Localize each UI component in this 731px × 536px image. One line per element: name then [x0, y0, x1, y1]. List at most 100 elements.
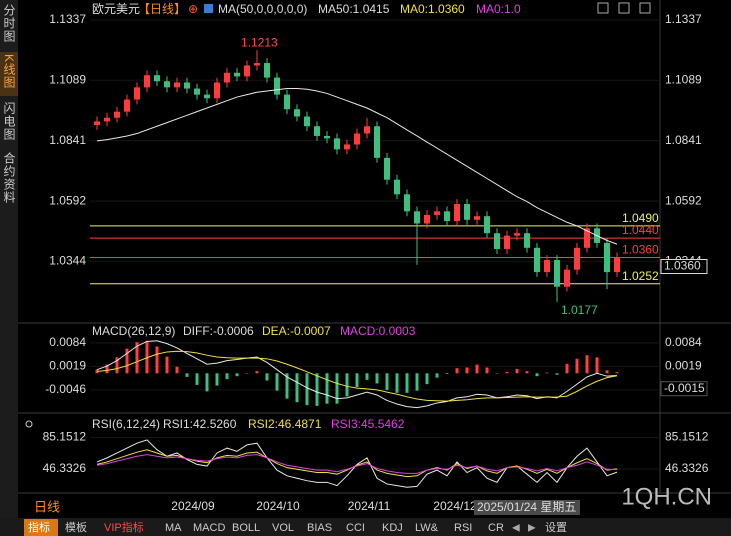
macd-bar	[335, 373, 339, 404]
period[interactable]: 【日线】	[138, 2, 186, 16]
toolbar-button[interactable]: 模板	[65, 520, 87, 534]
window-icon[interactable]	[597, 2, 609, 14]
y-tick-label: 1.0841	[665, 133, 702, 147]
macd-bar	[425, 373, 429, 385]
candle-body	[424, 214, 430, 224]
candle-body	[394, 179, 400, 195]
macd-bar	[375, 373, 379, 384]
y-tick-label: -0.0046	[45, 382, 86, 396]
y-tick-label: 0.0019	[665, 359, 702, 373]
macd-bar	[315, 373, 319, 406]
y-tick-label: 1.0841	[49, 133, 86, 147]
ma50-value: MA50:1.0415	[318, 2, 390, 16]
y-tick-label: 1.0592	[665, 193, 702, 207]
macd-bar	[215, 373, 219, 386]
candle-body	[574, 247, 580, 270]
candle-body	[494, 233, 500, 250]
toolbar-button[interactable]: RSI	[454, 522, 472, 534]
candle-body	[544, 259, 550, 273]
level-label: 1.0252	[622, 269, 659, 283]
toolbar-button[interactable]: MA	[165, 522, 182, 534]
level-label: 1.0360	[622, 243, 659, 257]
candle-body	[564, 269, 570, 287]
cursor-date-box	[474, 500, 580, 515]
ma50-line	[96, 88, 618, 245]
toolbar-button[interactable]: VOL	[272, 522, 294, 534]
macd-bar	[545, 372, 549, 374]
y-tick-label: 1.1337	[49, 12, 86, 26]
add-icon[interactable]: ⊕	[188, 2, 198, 16]
toolbar-button[interactable]: KDJ	[382, 522, 403, 534]
toolbar-button[interactable]: VIP指标	[104, 520, 144, 534]
macd-bar	[405, 373, 409, 393]
toolbar-button[interactable]: MACD	[193, 522, 225, 534]
dea-line	[96, 350, 618, 402]
x-tick-label: 2024/12	[433, 499, 477, 513]
toolbar-button[interactable]: 指标	[28, 520, 50, 534]
indicator-icon[interactable]	[204, 4, 213, 13]
toolbar-button[interactable]: CCI	[346, 522, 365, 534]
candle-body	[554, 259, 560, 287]
macd-bar	[225, 373, 229, 380]
candle-body	[234, 72, 240, 77]
candle-body	[344, 144, 350, 150]
macd-bar	[185, 373, 189, 377]
candle-body	[244, 65, 250, 77]
toolbar-arrow[interactable]: ▶	[528, 523, 536, 534]
macd-bar	[245, 373, 249, 374]
candle-body	[604, 242, 610, 273]
sidebar-tab-active	[0, 52, 18, 96]
candle-body	[314, 126, 320, 136]
sidebar-tab[interactable]: 分时图	[2, 4, 16, 43]
window-icon[interactable]	[618, 2, 630, 14]
macd-bar	[615, 372, 619, 374]
candle-body	[464, 204, 470, 220]
candle-body	[124, 99, 130, 112]
macd-bar	[355, 373, 359, 388]
candle-body	[224, 72, 230, 83]
toolbar-button[interactable]: BIAS	[307, 522, 332, 534]
candle-body	[194, 88, 200, 95]
sidebar-tab[interactable]: 合约资料	[2, 151, 16, 204]
sidebar	[0, 0, 18, 518]
macd-bar	[395, 373, 399, 393]
candle-body	[144, 75, 150, 88]
y-tick-label: 85.1512	[665, 430, 709, 444]
candle-body	[174, 82, 180, 88]
candle-body	[214, 82, 220, 99]
macd-bar	[485, 367, 489, 374]
macd-bar	[505, 371, 509, 374]
macd-bar	[295, 373, 299, 403]
macd-bar	[445, 373, 449, 375]
dea-value: DEA:-0.0007	[262, 324, 331, 338]
rsi2-line	[96, 449, 618, 478]
toolbar-button[interactable]: CR	[488, 522, 504, 534]
candle-body	[154, 75, 160, 82]
macd-bar	[585, 355, 589, 374]
toolbar-button[interactable]: BOLL	[232, 522, 260, 534]
level-label: 1.0490	[622, 211, 659, 225]
y-tick-label: 0.0084	[49, 335, 86, 349]
y-tick-label: 85.1512	[43, 430, 87, 444]
toolbar-button[interactable]: LW&	[415, 522, 439, 534]
y-tick-label: 1.0592	[49, 193, 86, 207]
macd-bar	[495, 373, 499, 374]
macd-bar	[565, 363, 569, 374]
window-icon[interactable]	[639, 2, 651, 14]
macd-bar	[455, 368, 459, 374]
toolbar-button[interactable]: 设置	[545, 521, 567, 534]
sidebar-tab[interactable]: 闪电图	[2, 102, 16, 141]
candle-body	[104, 117, 110, 122]
candle-body	[164, 81, 170, 88]
candle-body	[284, 94, 290, 110]
x-tick-label: 2024/11	[348, 499, 391, 513]
toolbar-arrow[interactable]: ◀	[512, 523, 520, 534]
macd-bar	[165, 356, 169, 374]
diff-value: DIFF:-0.0006	[183, 324, 254, 338]
candle-body	[474, 216, 480, 220]
sidebar-tab[interactable]: K线图	[2, 54, 16, 89]
settings-icon[interactable]	[25, 420, 33, 428]
ma-params: MA(50,0,0,0,0,0)	[218, 2, 307, 16]
candle-body	[414, 211, 420, 224]
y-tick-label: 0.0084	[665, 335, 702, 349]
